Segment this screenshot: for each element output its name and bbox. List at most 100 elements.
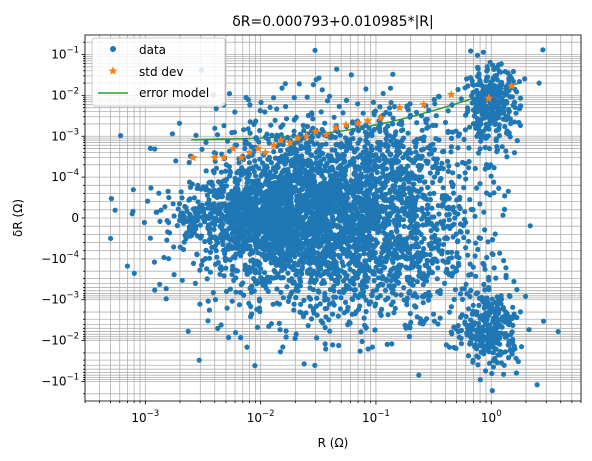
data-point	[511, 150, 518, 156]
data-point	[424, 257, 430, 263]
data-point	[510, 68, 516, 75]
data-point	[334, 151, 340, 157]
data-point	[349, 219, 355, 226]
data-point	[249, 227, 255, 233]
data-point	[319, 173, 325, 179]
data-point	[367, 159, 373, 166]
data-point	[407, 280, 413, 286]
data-point	[181, 214, 187, 220]
data-point	[270, 301, 276, 307]
data-point	[477, 81, 483, 87]
data-point	[470, 359, 476, 365]
data-point	[359, 338, 365, 345]
data-point	[379, 276, 385, 282]
data-point	[540, 47, 546, 53]
data-point	[473, 327, 479, 333]
data-point	[340, 250, 346, 256]
data-point	[242, 262, 248, 268]
data-point	[441, 148, 447, 154]
data-point	[485, 345, 491, 351]
data-point	[457, 228, 463, 234]
data-point	[268, 122, 274, 128]
data-point	[318, 109, 324, 115]
data-point	[431, 97, 437, 103]
data-point	[342, 270, 348, 276]
data-point	[498, 69, 504, 75]
data-point	[366, 227, 372, 233]
data-point	[496, 101, 502, 107]
data-point	[296, 81, 302, 87]
data-point	[390, 71, 396, 77]
data-point	[363, 86, 369, 92]
data-point	[448, 304, 454, 310]
data-point	[203, 247, 209, 253]
data-point	[169, 131, 175, 137]
data-point	[418, 186, 424, 192]
data-point	[327, 328, 333, 334]
data-point	[199, 146, 205, 152]
data-point	[129, 211, 135, 217]
data-point	[360, 197, 367, 203]
data-point	[503, 274, 509, 281]
data-point	[213, 106, 219, 112]
data-point	[365, 140, 371, 146]
data-point	[333, 266, 339, 272]
data-point	[486, 105, 492, 112]
data-point	[497, 85, 504, 92]
data-point	[197, 301, 203, 307]
data-point	[405, 163, 411, 169]
data-point	[364, 188, 370, 194]
data-point	[357, 201, 363, 207]
data-point	[165, 188, 171, 194]
data-point	[471, 98, 477, 104]
data-point	[361, 315, 367, 321]
data-point	[456, 173, 462, 180]
data-point	[285, 270, 291, 276]
data-point	[267, 104, 273, 110]
data-point	[171, 213, 177, 219]
data-point	[297, 192, 303, 198]
data-point	[274, 106, 280, 112]
data-point	[254, 324, 261, 330]
data-point	[478, 349, 484, 355]
data-point	[383, 136, 389, 142]
data-point	[227, 286, 233, 292]
data-point	[397, 233, 403, 239]
data-point	[244, 221, 250, 228]
data-point	[377, 310, 383, 316]
data-point	[328, 134, 334, 140]
data-point	[492, 83, 498, 89]
data-point	[363, 273, 369, 279]
data-point	[314, 335, 320, 341]
data-point	[394, 237, 400, 243]
data-point	[264, 197, 270, 204]
data-point	[434, 276, 440, 282]
data-point	[418, 251, 424, 257]
data-point	[434, 221, 440, 227]
data-point	[455, 323, 461, 329]
data-point	[458, 96, 464, 102]
data-point	[244, 344, 250, 350]
data-point	[274, 249, 280, 255]
data-point	[303, 211, 309, 217]
data-point	[295, 288, 301, 294]
data-series	[107, 47, 561, 394]
data-point	[262, 213, 268, 219]
data-point	[382, 287, 389, 293]
data-point	[500, 212, 506, 218]
data-point	[324, 270, 330, 276]
data-point	[194, 251, 200, 257]
data-point	[454, 197, 460, 203]
data-point	[295, 262, 301, 268]
data-point	[306, 174, 312, 180]
data-point	[390, 259, 396, 265]
data-point	[497, 323, 503, 329]
data-point	[206, 237, 212, 243]
data-point	[502, 123, 508, 130]
data-point	[324, 98, 331, 104]
data-point	[446, 344, 453, 350]
data-point	[412, 158, 418, 164]
data-point	[108, 196, 114, 202]
data-point	[145, 198, 151, 204]
data-point	[434, 170, 440, 176]
